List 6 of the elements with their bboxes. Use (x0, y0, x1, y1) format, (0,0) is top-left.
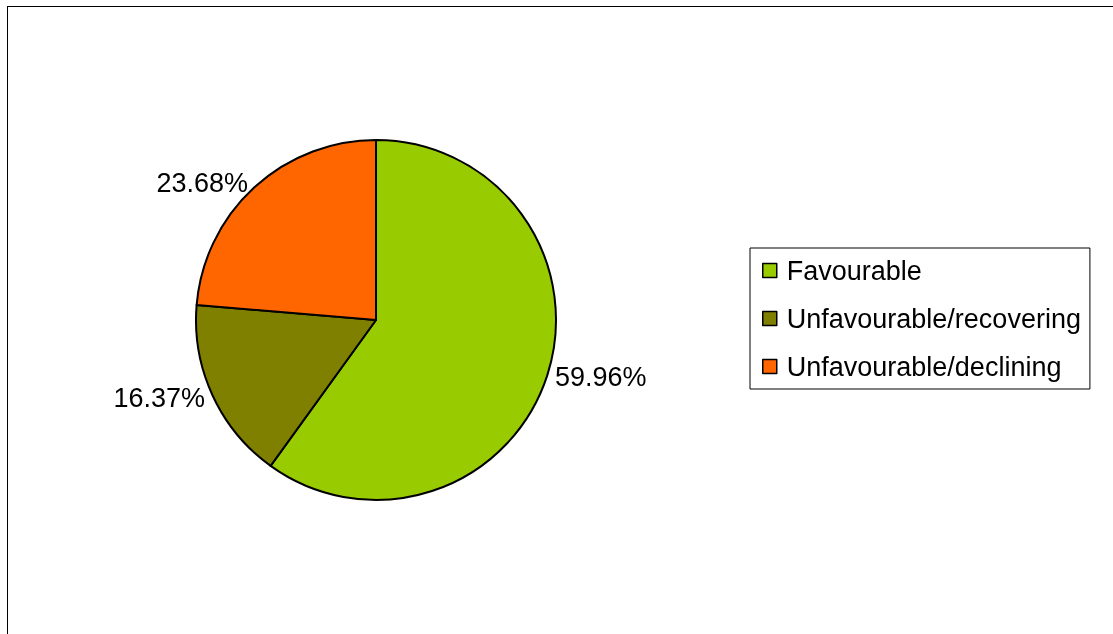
legend-label: Unfavourable/declining (786, 351, 1062, 382)
data-label: 59.96% (554, 362, 647, 393)
legend-label: Unfavourable/recovering (786, 303, 1081, 334)
data-label: 23.68% (156, 168, 249, 199)
legend-label: Favourable (786, 255, 922, 286)
data-label: 16.37% (113, 382, 206, 413)
